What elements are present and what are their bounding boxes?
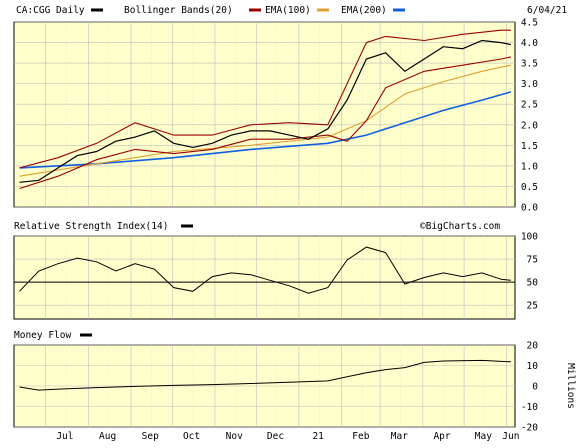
y-tick-label: 2.0	[521, 120, 538, 131]
y-tick-label: 100	[521, 232, 538, 243]
y-tick-label: 75	[527, 255, 538, 266]
y-tick-label: -10	[521, 402, 538, 413]
series-line-bollinger-bands-20-upper	[19, 29, 511, 169]
y-tick-label: 0.0	[521, 203, 538, 214]
x-tick-label: Nov	[226, 431, 243, 442]
y-tick-label: -20	[521, 423, 538, 434]
y-tick-label: 4.0	[521, 38, 538, 49]
x-tick-label: 21	[312, 431, 324, 442]
x-tick-label: Oct	[183, 431, 200, 442]
y-tick-label: 2.5	[521, 100, 538, 111]
rsi-series-line	[19, 246, 511, 294]
y-tick-label: 20	[527, 341, 539, 352]
y-tick-label: 25	[527, 301, 538, 312]
series-line-ema-200-	[19, 91, 512, 169]
x-tick-label: Jul	[56, 431, 73, 442]
legend-ema200-label: EMA(200)	[341, 5, 387, 16]
y-tick-label: 3.5	[521, 59, 538, 70]
y-tick-label: 50	[527, 278, 539, 289]
money-flow-series-line	[19, 359, 511, 391]
rsi-panel	[13, 235, 516, 320]
rsi-panel-title: Relative Strength Index(14)	[14, 221, 168, 232]
x-tick-label: Aug	[99, 431, 116, 442]
legend-bollinger-label: Bollinger Bands(20)	[124, 5, 233, 16]
x-tick-label: Apr	[433, 431, 450, 442]
series-line-ema-100-	[19, 64, 512, 177]
x-tick-label: May	[475, 431, 492, 442]
x-tick-label: Sep	[142, 431, 159, 442]
money-flow-ylabel: Millions	[565, 363, 576, 409]
y-tick-label: 0	[532, 382, 538, 393]
watermark: ©BigCharts.com	[420, 221, 500, 232]
legend-ema100-label: EMA(100)	[265, 5, 311, 16]
y-tick-label: 1.0	[521, 161, 538, 172]
x-tick-label: Mar	[391, 431, 408, 442]
y-tick-label: 3.0	[521, 79, 538, 90]
series-line-ca-cgg-daily	[19, 39, 512, 183]
x-tick-label: Jun	[502, 431, 519, 442]
money-flow-panel-title: Money Flow	[14, 330, 71, 341]
y-tick-label: 10	[527, 361, 539, 372]
x-tick-label: Dec	[267, 431, 284, 442]
x-tick-label: Feb	[352, 431, 369, 442]
y-tick-label: 1.5	[521, 141, 538, 152]
chart-date: 6/04/21	[527, 5, 567, 16]
price-panel-title: CA:CGG Daily	[16, 5, 85, 16]
series-line-bollinger-bands-20-lower	[19, 56, 512, 190]
y-tick-label: 0.5	[521, 182, 538, 193]
y-tick-label: 4.5	[521, 18, 538, 29]
